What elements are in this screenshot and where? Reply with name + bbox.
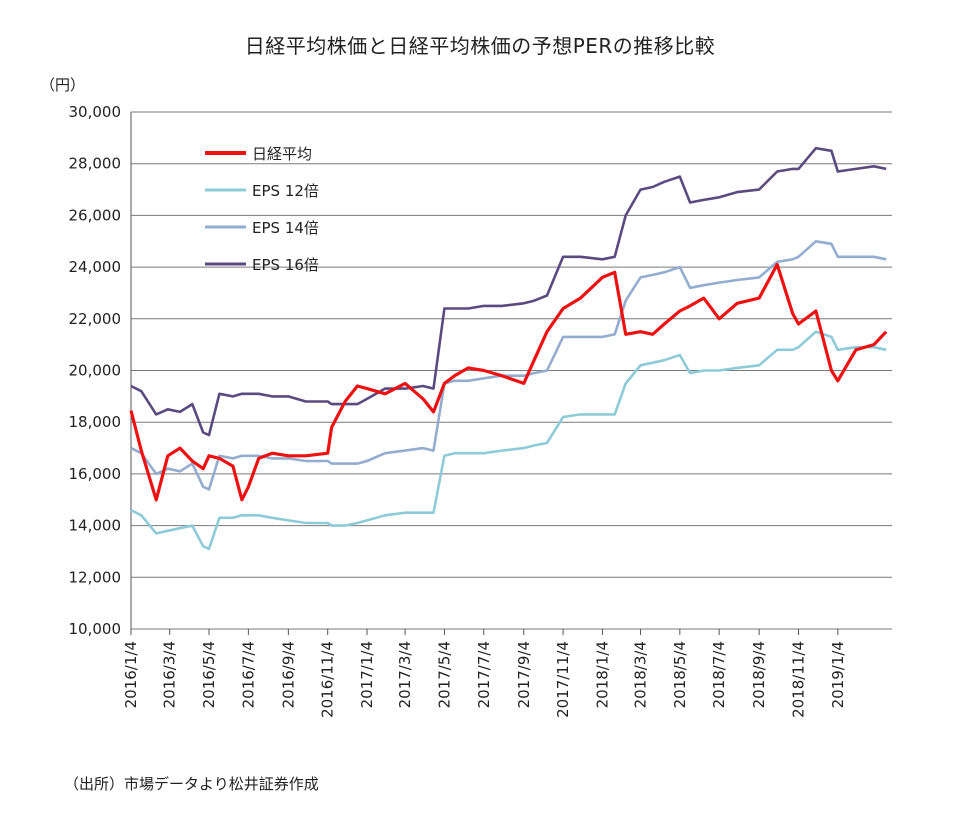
x-tick-label: 2016/11/4 — [319, 641, 337, 718]
y-tick-label: 14,000 — [69, 517, 122, 535]
x-tick-label: 2017/3/4 — [396, 641, 414, 708]
x-tick-label: 2016/5/4 — [200, 641, 218, 708]
line-chart: 10,000 12,000 14,000 16,000 18,000 20,000 22,0… — [69, 103, 892, 718]
legend-label: EPS 16倍 — [252, 256, 319, 274]
x-tick-labels: 2016/1/4 2016/3/4 2016/5/4 2016/7/4 2016/9/4… — [122, 641, 847, 718]
x-tick-label: 2017/5/4 — [435, 641, 453, 708]
x-tick-label: 2018/7/4 — [710, 641, 728, 708]
source-note: （出所）市場データより松井証券作成 — [64, 775, 319, 793]
series-line-2 — [130, 240, 887, 491]
series-line-1 — [130, 330, 887, 551]
x-tick-label: 2018/3/4 — [631, 641, 649, 708]
y-tick-label: 20,000 — [69, 362, 122, 380]
series-line-0 — [129, 262, 888, 502]
x-tick-label: 2016/1/4 — [122, 641, 140, 708]
x-tick-label: 2017/9/4 — [515, 641, 533, 708]
x-tick-label: 2017/1/4 — [358, 641, 376, 708]
y-tick-label: 10,000 — [69, 620, 122, 638]
x-tick-label: 2016/3/4 — [161, 641, 179, 708]
x-tick-label: 2018/1/4 — [593, 641, 611, 708]
series-line-3 — [130, 146, 887, 437]
legend-label: EPS 14倍 — [252, 219, 319, 237]
x-tick-label: 2018/5/4 — [671, 641, 689, 708]
series-lines — [129, 146, 888, 551]
y-tick-label: 12,000 — [69, 568, 122, 586]
y-tick-label: 18,000 — [69, 413, 122, 431]
y-tick-label: 26,000 — [69, 206, 122, 224]
y-tick-label: 28,000 — [69, 155, 122, 173]
x-tick-label: 2018/11/4 — [789, 641, 807, 718]
x-tick-label: 2019/1/4 — [829, 641, 847, 708]
y-axis-unit-label: （円） — [40, 76, 86, 94]
x-tick-label: 2016/7/4 — [239, 641, 257, 708]
chart-title: 日経平均株価と日経平均株価の予想PERの推移比較 — [244, 34, 716, 58]
gridlines — [131, 111, 892, 630]
y-tick-labels: 10,000 12,000 14,000 16,000 18,000 20,000 22,0… — [69, 103, 122, 638]
x-tick-label: 2017/7/4 — [475, 641, 493, 708]
x-tick-label: 2016/9/4 — [279, 641, 297, 708]
x-tick-label: 2017/11/4 — [554, 641, 572, 718]
legend-label: 日経平均 — [252, 145, 312, 163]
y-tick-label: 30,000 — [69, 103, 122, 121]
y-tick-label: 22,000 — [69, 310, 122, 328]
y-tick-label: 24,000 — [69, 258, 122, 276]
axes — [130, 112, 839, 635]
legend-label: EPS 12倍 — [252, 182, 319, 200]
y-tick-label: 16,000 — [69, 465, 122, 483]
x-tick-label: 2018/9/4 — [750, 641, 768, 708]
legend: 日経平均 EPS 12倍 EPS 14倍 EPS 16倍 — [205, 145, 319, 274]
